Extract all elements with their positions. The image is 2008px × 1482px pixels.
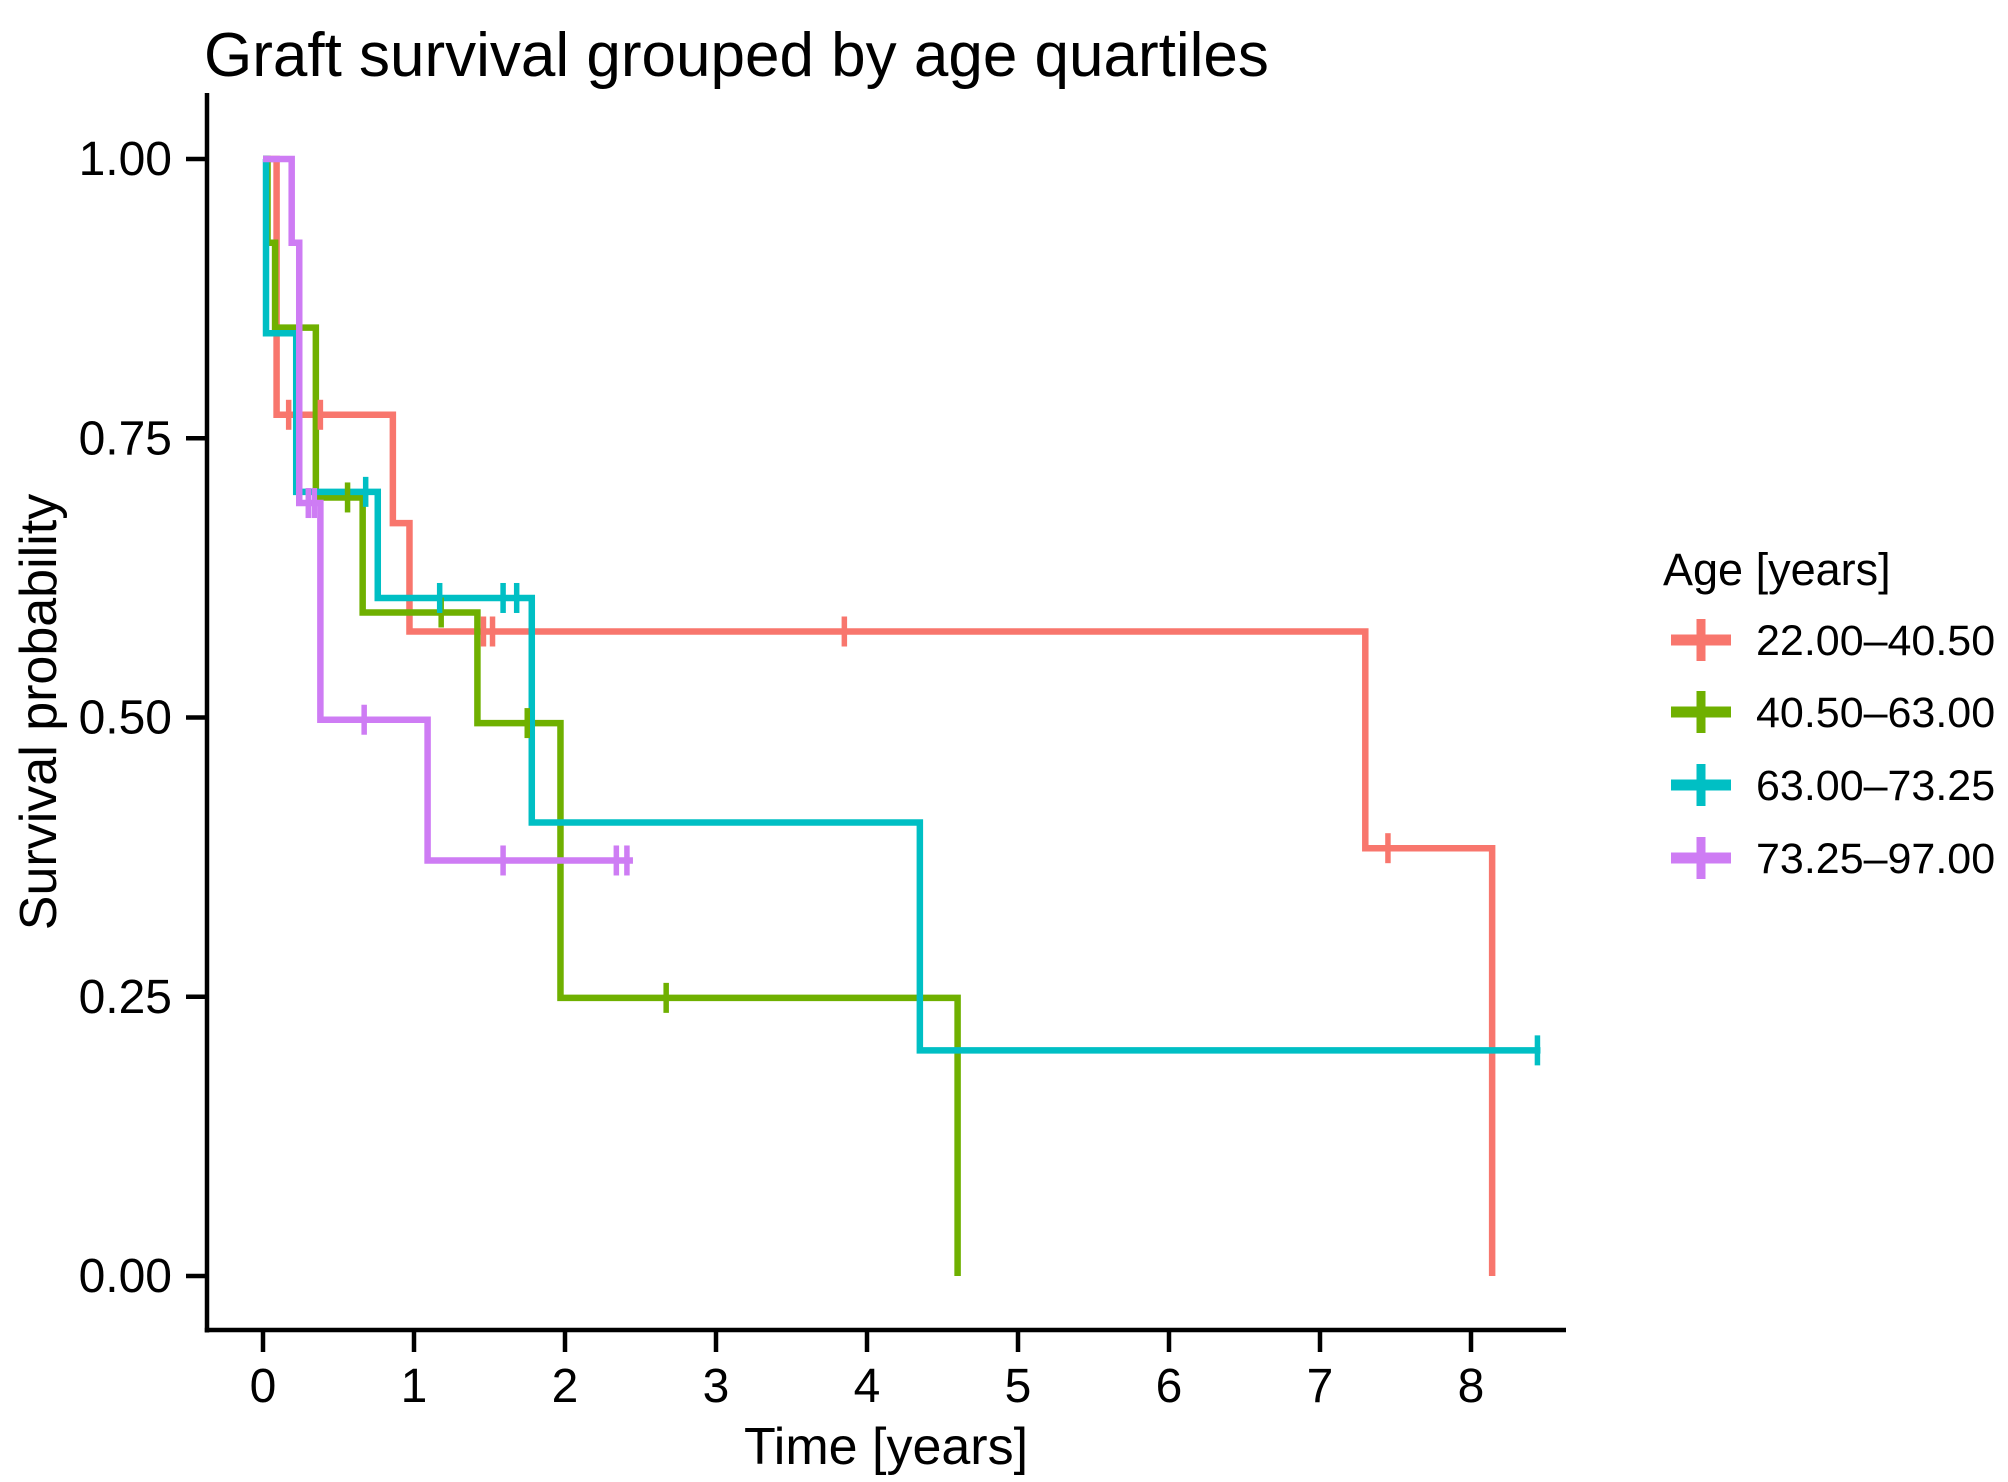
x-tick-label: 8 [1458,1360,1485,1413]
x-tick-label: 4 [854,1360,881,1413]
legend-title: Age [years] [1663,544,1891,595]
censor-marks [285,399,1541,1066]
legend: Age [years] 22.00–40.50 40.50–63.00 63.00–… [1663,544,1995,883]
survival-curve-4 [263,155,633,864]
survival-curve-2 [263,155,961,1276]
x-tick-label: 0 [250,1360,277,1413]
x-tick-label: 1 [401,1360,428,1413]
legend-items: 22.00–40.50 40.50–63.00 63.00–73.25 73.25–9… [1671,617,1995,883]
x-tick-label: 2 [552,1360,579,1413]
plot-title: Graft survival grouped by age quartiles [204,21,1269,90]
survival-curve-1 [263,155,1496,1276]
x-axis-title: Time [years] [744,1418,1028,1476]
legend-item-label: 63.00–73.25 [1756,762,1995,810]
y-tick-label: 0.00 [79,1250,172,1303]
x-axis-ticks: 0 1 2 3 4 5 6 7 8 [250,1332,1485,1413]
y-tick-label: 0.25 [79,971,172,1024]
y-tick-label: 1.00 [79,133,172,186]
legend-item-label: 73.25–97.00 [1756,835,1995,883]
y-axis-title: Survival probability [10,494,68,930]
x-tick-label: 7 [1307,1360,1334,1413]
y-tick-label: 0.50 [79,692,172,745]
legend-item-label: 40.50–63.00 [1756,689,1995,737]
y-tick-label: 0.75 [79,412,172,465]
x-tick-label: 3 [703,1360,730,1413]
x-tick-label: 5 [1005,1360,1032,1413]
legend-item-label: 22.00–40.50 [1756,617,1995,665]
y-axis-ticks: 1.00 0.75 0.50 0.25 0.00 [79,133,206,1303]
x-tick-label: 6 [1156,1360,1183,1413]
survival-curve-3 [262,155,1541,1054]
survival-curves [262,155,1541,1276]
